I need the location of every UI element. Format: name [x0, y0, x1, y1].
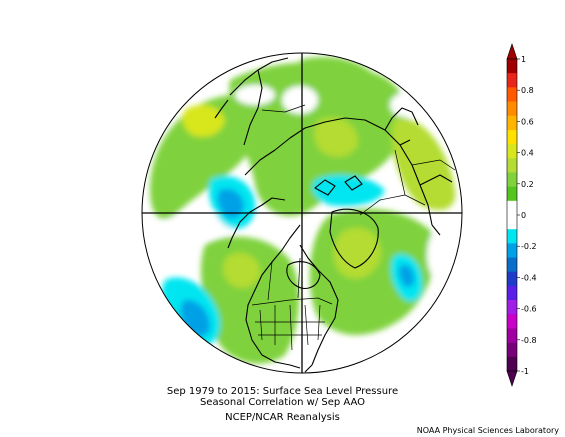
border-canada-provinces: [267, 257, 301, 301]
colorbar-max-arrow: [506, 43, 518, 60]
colorbar-band: [507, 59, 517, 74]
coastlines: [214, 57, 453, 373]
colorbar-band: [507, 73, 517, 88]
neutral-region-3: [390, 93, 420, 117]
colorbar-ticks: 1 0.8 0.6 0.4 0.2 0 -0.2 -0.4 -0.6 -0.8 -1: [517, 55, 537, 376]
colorbar-tick-label: 1: [521, 55, 526, 64]
colorbar-band: [507, 200, 517, 216]
colorbar-band: [507, 229, 517, 244]
neutral-region-5: [427, 225, 462, 285]
correlation-field: [150, 56, 462, 364]
neutral-region-1: [282, 86, 318, 114]
coastline-north-america-west: [245, 224, 301, 366]
colorbar-band: [507, 300, 517, 315]
colorbar-band: [507, 314, 517, 329]
colorbar-band: [507, 172, 517, 187]
colorbar-tick-label: -0.4: [521, 273, 537, 282]
border-usa-states-2: [255, 321, 325, 336]
figure-title-line2: Seasonal Correlation w/ Sep AAO: [199, 397, 366, 408]
credit: NOAA Physical Sciences Laboratory: [416, 426, 559, 435]
colorbar-bands: [507, 59, 517, 372]
colorbar-band: [507, 356, 517, 372]
negative-core-europe: [398, 264, 415, 288]
strong-positive-atlantic: [333, 227, 381, 279]
border-canada-usa: [251, 297, 333, 306]
colorbar-tick-label: -1: [521, 367, 529, 376]
colorbar-band: [507, 342, 517, 358]
colorbar-band: [507, 243, 517, 258]
colorbar-band: [507, 144, 517, 159]
neutral-region-4: [165, 213, 235, 237]
coastline-north-america-east: [299, 244, 339, 366]
colorbar-band: [507, 271, 517, 287]
coastline-scandinavia: [384, 107, 419, 146]
country-borders: [251, 104, 456, 351]
colorbar-band: [507, 328, 517, 343]
coastline-hudson-bay: [286, 261, 321, 289]
colorbar-tick-label: 0.8: [521, 86, 534, 95]
colorbar-tick-label: -0.8: [521, 336, 537, 345]
colorbar-tick-label: 0: [521, 211, 526, 220]
negative-core-bering: [217, 188, 245, 219]
coastline-arctic-islands: [314, 175, 363, 196]
figure-title-line1: Sep 1979 to 2015: Surface Sea Level Pres…: [166, 386, 399, 397]
colorbar-band: [507, 158, 517, 173]
data-source: NCEP/NCAR Reanalysis: [225, 412, 340, 423]
colorbar: 1 0.8 0.6 0.4 0.2 0 -0.2 -0.4 -0.6 -0.8 -1: [506, 43, 537, 387]
map-boundary: [141, 52, 463, 374]
colorbar-band: [507, 129, 517, 145]
colorbar-band: [507, 186, 517, 202]
colorbar-tick-label: 0.4: [521, 149, 534, 158]
colorbar-band: [507, 257, 517, 273]
colorbar-tick-label: -0.2: [521, 242, 537, 251]
border-eurasia-3: [411, 159, 456, 171]
colorbar-band: [507, 215, 517, 230]
coastline-east-asia: [229, 57, 289, 146]
colorbar-tick-label: -0.6: [521, 305, 537, 314]
colorbar-tick-label: 0.6: [521, 117, 534, 126]
coastline-alaska: [227, 197, 286, 249]
colorbar-band: [507, 115, 517, 131]
coastline-europe: [419, 174, 453, 236]
strong-positive-pacific: [182, 104, 225, 137]
positive-region-pacific: [150, 94, 255, 219]
colorbar-min-arrow: [506, 370, 518, 387]
coastline-eurasia: [244, 117, 433, 226]
neutral-region-2: [235, 85, 275, 105]
strong-positive-greenland: [314, 117, 359, 157]
colorbar-band: [507, 101, 517, 117]
coastline-greenland: [329, 208, 379, 269]
strong-positive-north-america: [222, 252, 261, 289]
colorbar-tick-label: 0.2: [521, 180, 534, 189]
polar-map: [141, 52, 463, 374]
colorbar-band: [507, 87, 517, 102]
coastline-japan: [214, 99, 229, 119]
colorbar-band: [507, 285, 517, 301]
border-eurasia-2: [359, 194, 406, 216]
border-usa-states-1: [259, 304, 321, 351]
border-russia-china: [261, 104, 306, 113]
coastline-central-america: [289, 364, 313, 373]
positive-region-asia-pacific: [300, 56, 375, 92]
